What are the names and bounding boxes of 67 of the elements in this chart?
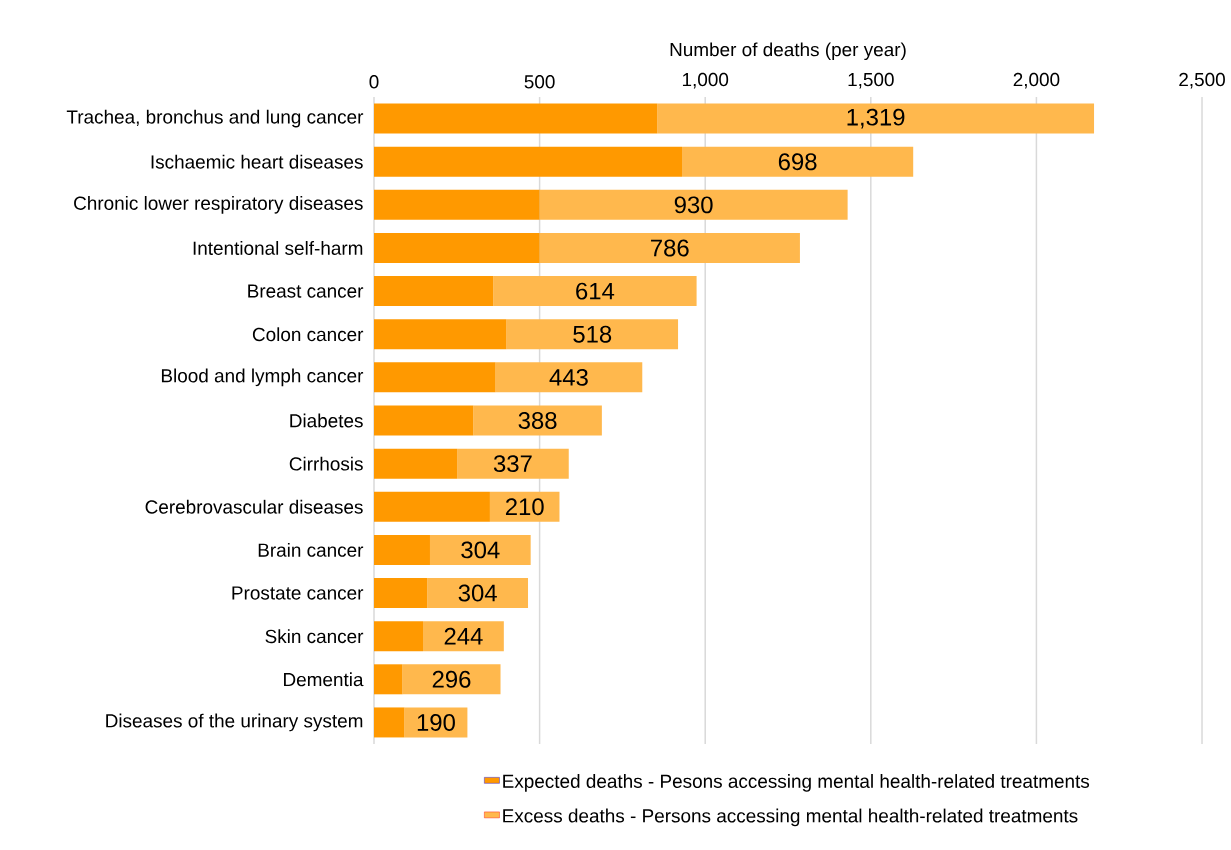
data-label: 304 [458, 584, 497, 602]
data-label: 296 [432, 670, 471, 688]
bar [506, 319, 679, 350]
bar [374, 664, 403, 695]
bar [402, 664, 501, 695]
bar [374, 276, 494, 307]
bar [374, 189, 540, 220]
bar [374, 405, 474, 436]
data-label: 698 [778, 153, 817, 171]
bar [539, 189, 848, 220]
y-tick-label: Brain cancer [258, 542, 364, 557]
data-label: 930 [674, 196, 713, 214]
bar [657, 103, 1095, 134]
bar [495, 362, 643, 393]
bar [374, 319, 507, 350]
x-tick-label: 500 [524, 75, 555, 89]
bar [374, 103, 658, 134]
data-label: 337 [493, 455, 532, 473]
y-tick-label: Ischaemic heart diseases [151, 154, 363, 169]
bar [427, 578, 529, 609]
y-tick-label: Breast cancer [248, 284, 364, 298]
bar [374, 146, 683, 177]
bar [539, 232, 800, 263]
data-label: 518 [573, 325, 612, 343]
y-tick-label: Chronic lower respiratory diseases [74, 196, 363, 214]
bar [374, 621, 424, 652]
data-label: 1,319 [847, 108, 905, 129]
bar [374, 534, 430, 565]
bar [374, 448, 458, 479]
data-label: 786 [651, 239, 689, 257]
y-tick-label: Blood and lymph cancer [161, 368, 364, 387]
data-label: 210 [505, 498, 544, 516]
y-tick-label: Skin cancer [265, 629, 364, 644]
x-tick-label: 1,000 [682, 72, 729, 89]
data-label: 443 [549, 368, 588, 386]
bar [429, 534, 531, 565]
data-label: 190 [417, 713, 455, 731]
bar [374, 578, 428, 609]
legend-label: Excess deaths - Persons accessing mental health-related treatments [503, 808, 1078, 827]
bar [473, 405, 602, 436]
x-tick-label: 0 [369, 75, 379, 89]
legend-label: Expected deaths - Pesons accessing mental health-related treatments [503, 774, 1090, 792]
y-tick-label: Diabetes [290, 413, 363, 428]
bar [457, 448, 569, 479]
y-tick-label: Colon cancer [252, 327, 364, 342]
y-tick-label: Dementia [284, 672, 364, 687]
data-label: 304 [461, 541, 500, 559]
bar [374, 491, 490, 522]
bar [374, 362, 496, 393]
y-tick-label: Diseases of the urinary system [106, 713, 363, 732]
bar [374, 707, 405, 738]
x-tick-label: 2,000 [1013, 72, 1060, 89]
bar [682, 146, 914, 177]
y-tick-label: Trachea, bronchus and lung cancer [66, 109, 364, 128]
bar [493, 276, 697, 307]
y-tick-label: Cerebrovascular diseases [145, 499, 363, 514]
data-label: 388 [518, 412, 557, 429]
data-label: 614 [576, 282, 615, 300]
y-tick-label: Cirrhosis [289, 456, 363, 471]
y-tick-label: Prostate cancer [232, 586, 364, 600]
x-tick-label: 2,500 [1179, 72, 1225, 89]
data-label: 244 [444, 627, 483, 645]
x-tick-label: 1,500 [848, 72, 894, 89]
bar [374, 232, 540, 263]
y-tick-label: Intentional self-harm [193, 241, 363, 255]
bar [423, 621, 504, 652]
x-axis-title: Number of deaths (per year) [670, 42, 906, 61]
